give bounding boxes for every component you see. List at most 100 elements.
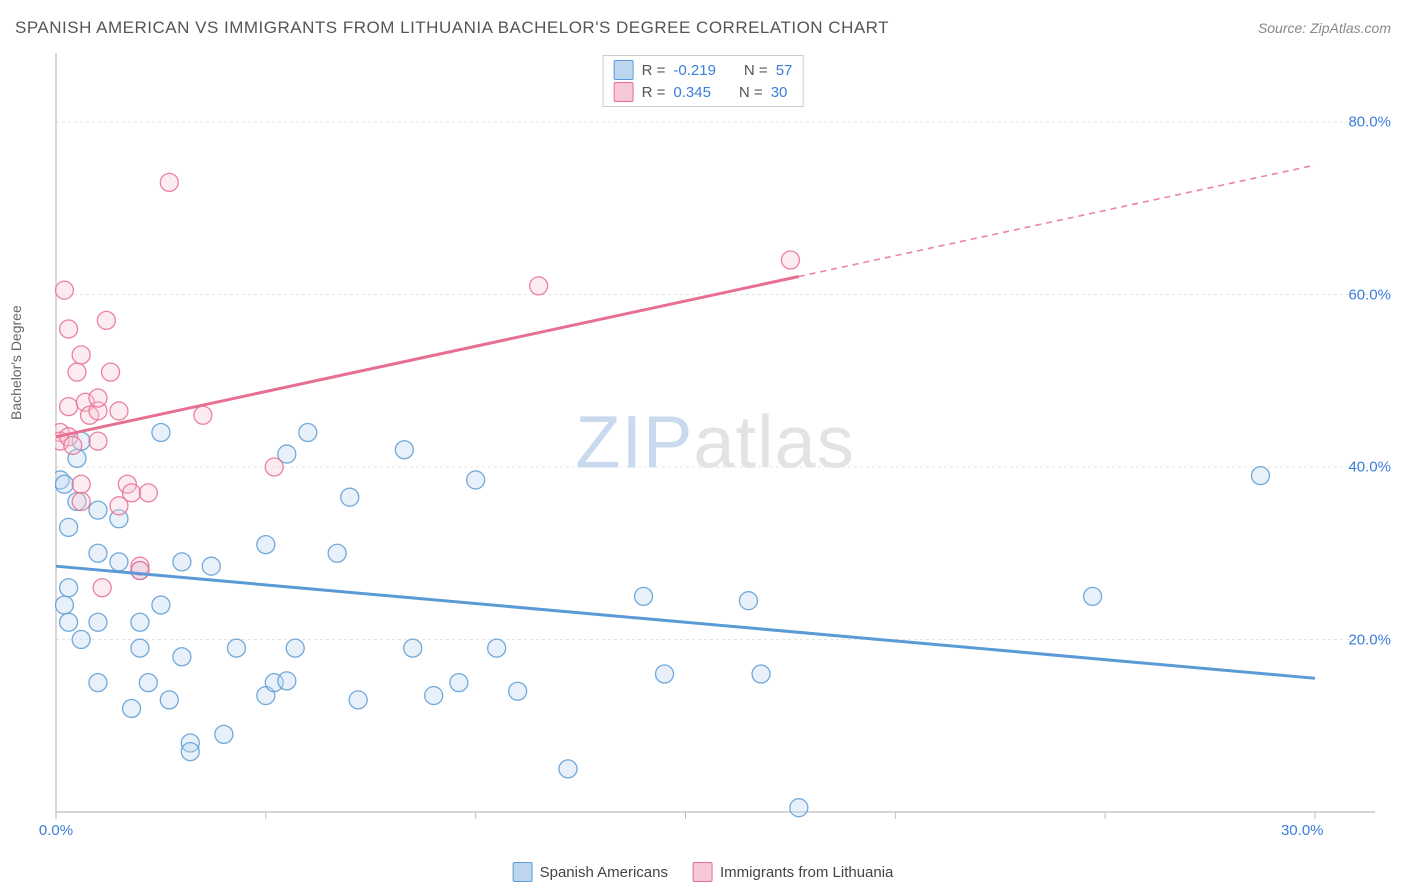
lithuania-point xyxy=(102,363,120,381)
chart-title: SPANISH AMERICAN VS IMMIGRANTS FROM LITH… xyxy=(15,18,889,38)
spanish-point xyxy=(1251,467,1269,485)
spanish-point xyxy=(173,553,191,571)
legend-stats-row: R = 0.345 N = 30 xyxy=(614,81,793,103)
spanish-point xyxy=(152,424,170,442)
r-value: -0.219 xyxy=(673,62,716,79)
spanish-point xyxy=(60,613,78,631)
x-tick-label: 30.0% xyxy=(1281,822,1324,839)
spanish-point xyxy=(202,557,220,575)
lithuania-trend-dashed xyxy=(799,165,1315,276)
n-value: 57 xyxy=(776,62,793,79)
spanish-point xyxy=(425,687,443,705)
spanish-swatch xyxy=(614,60,634,80)
spanish-point xyxy=(739,592,757,610)
r-value: 0.345 xyxy=(673,84,711,101)
spanish-point xyxy=(559,760,577,778)
lithuania-point xyxy=(55,281,73,299)
spanish-point xyxy=(328,544,346,562)
spanish-point xyxy=(131,639,149,657)
spanish-point xyxy=(752,665,770,683)
y-axis-label: Bachelor's Degree xyxy=(8,305,24,420)
lithuania-point xyxy=(781,251,799,269)
y-tick-label: 80.0% xyxy=(1348,114,1391,131)
spanish-point xyxy=(131,613,149,631)
legend-item-lithuania: Immigrants from Lithuania xyxy=(693,862,893,882)
lithuania-point xyxy=(530,277,548,295)
lithuania-point xyxy=(194,406,212,424)
spanish-point xyxy=(278,672,296,690)
r-label: R = xyxy=(642,62,666,79)
legend-label: Immigrants from Lithuania xyxy=(720,864,893,881)
spanish-point xyxy=(110,553,128,571)
spanish-point xyxy=(173,648,191,666)
spanish-trend-solid xyxy=(56,566,1315,678)
n-value: 30 xyxy=(771,84,788,101)
lithuania-point xyxy=(64,436,82,454)
legend-stats-row: R = -0.219 N = 57 xyxy=(614,59,793,81)
x-tick-label: 0.0% xyxy=(39,822,73,839)
legend-label: Spanish Americans xyxy=(540,864,668,881)
spanish-point xyxy=(467,471,485,489)
legend-bottom: Spanish Americans Immigrants from Lithuan… xyxy=(513,862,894,882)
spanish-point xyxy=(152,596,170,614)
lithuania-point xyxy=(68,363,86,381)
spanish-point xyxy=(181,743,199,761)
chart-svg xyxy=(55,52,1375,832)
spanish-point xyxy=(1084,587,1102,605)
lithuania-swatch xyxy=(614,82,634,102)
spanish-point xyxy=(160,691,178,709)
spanish-point xyxy=(404,639,422,657)
y-tick-label: 60.0% xyxy=(1348,286,1391,303)
lithuania-swatch xyxy=(693,862,713,882)
lithuania-point xyxy=(139,484,157,502)
lithuania-point xyxy=(97,311,115,329)
n-label: N = xyxy=(744,62,768,79)
spanish-point xyxy=(790,799,808,817)
spanish-swatch xyxy=(513,862,533,882)
lithuania-point xyxy=(160,173,178,191)
lithuania-point xyxy=(131,562,149,580)
source-label: Source: ZipAtlas.com xyxy=(1258,20,1391,36)
r-label: R = xyxy=(642,84,666,101)
spanish-point xyxy=(55,596,73,614)
legend-stats: R = -0.219 N = 57 R = 0.345 N = 30 xyxy=(603,55,804,107)
legend-item-spanish: Spanish Americans xyxy=(513,862,668,882)
spanish-point xyxy=(341,488,359,506)
lithuania-point xyxy=(72,346,90,364)
spanish-point xyxy=(286,639,304,657)
spanish-point xyxy=(60,518,78,536)
n-label: N = xyxy=(739,84,763,101)
spanish-point xyxy=(215,725,233,743)
lithuania-point xyxy=(123,484,141,502)
scatter-points xyxy=(55,173,1269,816)
spanish-point xyxy=(450,674,468,692)
spanish-point xyxy=(299,424,317,442)
spanish-point xyxy=(349,691,367,709)
plot-area: ZIPatlas xyxy=(55,52,1375,832)
spanish-point xyxy=(635,587,653,605)
spanish-point xyxy=(89,613,107,631)
spanish-point xyxy=(60,579,78,597)
lithuania-point xyxy=(89,432,107,450)
spanish-point xyxy=(89,544,107,562)
lithuania-point xyxy=(72,493,90,511)
lithuania-point xyxy=(89,389,107,407)
spanish-point xyxy=(139,674,157,692)
y-tick-label: 20.0% xyxy=(1348,631,1391,648)
y-tick-label: 40.0% xyxy=(1348,459,1391,476)
spanish-point xyxy=(227,639,245,657)
lithuania-trend-solid xyxy=(56,277,799,437)
spanish-point xyxy=(55,475,73,493)
spanish-point xyxy=(123,700,141,718)
lithuania-point xyxy=(265,458,283,476)
lithuania-point xyxy=(60,398,78,416)
spanish-point xyxy=(89,501,107,519)
spanish-point xyxy=(395,441,413,459)
lithuania-point xyxy=(60,320,78,338)
lithuania-point xyxy=(93,579,111,597)
spanish-point xyxy=(656,665,674,683)
spanish-point xyxy=(72,631,90,649)
spanish-point xyxy=(89,674,107,692)
spanish-point xyxy=(509,682,527,700)
lithuania-point xyxy=(72,475,90,493)
